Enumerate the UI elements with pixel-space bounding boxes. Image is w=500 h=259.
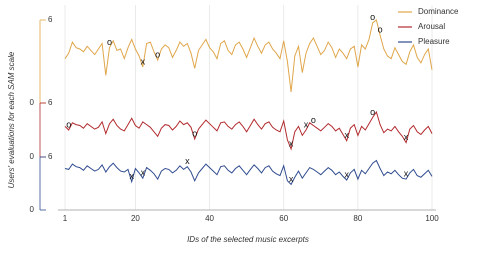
marker-label: x [344,169,349,179]
series-line [64,159,433,186]
y-axis-label: Users' evaluations for each SAM scale [7,51,16,188]
x-tick-label: 100 [425,214,439,223]
marker-label: x [141,168,146,178]
y-tick-label: 6 [48,15,53,24]
legend-label: Arousal [418,22,445,31]
x-tick-label: 20 [131,214,140,223]
series-line [64,110,433,151]
x-tick-label: 1 [63,214,68,223]
marker-label: o [378,25,383,35]
marker-label: o [66,119,71,129]
marker-label: o [155,49,160,59]
marker-label: x [289,174,294,184]
marker-label: o [370,12,375,22]
y-tick-label: 0 [30,152,35,161]
marker-label: x [404,168,409,178]
x-tick-label: 80 [353,214,362,223]
y-tick-label: 6 [48,98,53,107]
legend-label: Pleasure [418,37,450,46]
legend-label: Dominance [418,7,459,16]
marker-label: x [185,156,190,166]
marker-label: x [304,119,309,129]
marker-label: x [404,132,409,142]
marker-label: o [370,107,375,117]
y-tick-label: 0 [30,205,35,214]
marker-label: o [311,115,316,125]
marker-label: x [344,130,349,140]
y-tick-label: 0 [30,98,35,107]
x-axis-label: IDs of the selected music excerpts [187,235,309,244]
marker-label: x [289,138,294,148]
marker-label: x [141,56,146,66]
marker-label: o [192,128,197,138]
marker-label: o [107,37,112,47]
y-tick-label: 6 [48,152,53,161]
marker-label: x [129,171,134,181]
x-tick-label: 40 [205,214,214,223]
x-tick-label: 60 [279,214,288,223]
series-line [64,19,433,92]
